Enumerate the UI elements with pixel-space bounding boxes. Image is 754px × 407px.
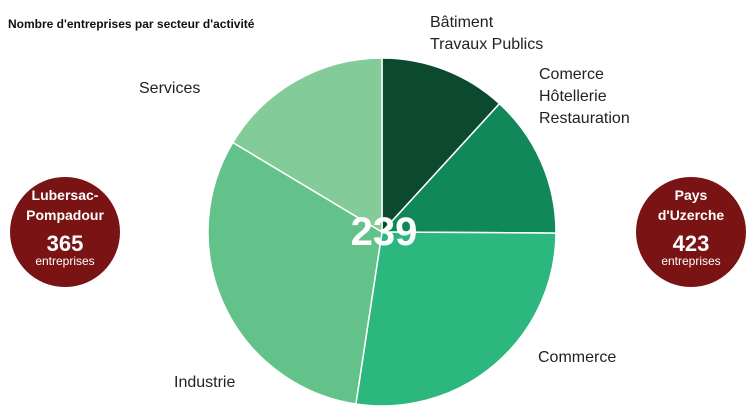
bubble-pays-uzerche: Pays d'Uzerche 423 entreprises xyxy=(636,177,746,287)
label-services: Services xyxy=(139,80,201,97)
bubble-name: Lubersac- Pompadour xyxy=(26,187,104,223)
label-batiment: Bâtiment Travaux Publics xyxy=(430,14,544,53)
label-comerce-hotellerie: Comerce Hôtellerie Restauration xyxy=(539,66,630,127)
label-commerce: Commerce xyxy=(538,349,617,366)
bubble-name: Pays d'Uzerche xyxy=(657,187,725,223)
total-count: 239 xyxy=(350,210,418,254)
pie-slice-industrie xyxy=(207,141,383,405)
chart-title: Nombre d'entreprises par secteur d'activ… xyxy=(8,17,255,31)
pie-slice-batiment xyxy=(381,57,501,234)
label-industrie: Industrie xyxy=(174,374,236,391)
pie-slice-comerce-hotellerie xyxy=(380,102,557,234)
bubble-lubersac-pompadour: Lubersac- Pompadour 365 entreprises xyxy=(10,177,120,287)
bubble-count: 365 xyxy=(46,231,84,256)
bubble-unit: entreprises xyxy=(35,254,95,268)
bubble-unit: entreprises xyxy=(661,254,721,268)
pie-slice-commerce xyxy=(355,231,557,407)
bubble-count: 423 xyxy=(672,231,710,256)
pie-slice-services xyxy=(231,57,383,234)
